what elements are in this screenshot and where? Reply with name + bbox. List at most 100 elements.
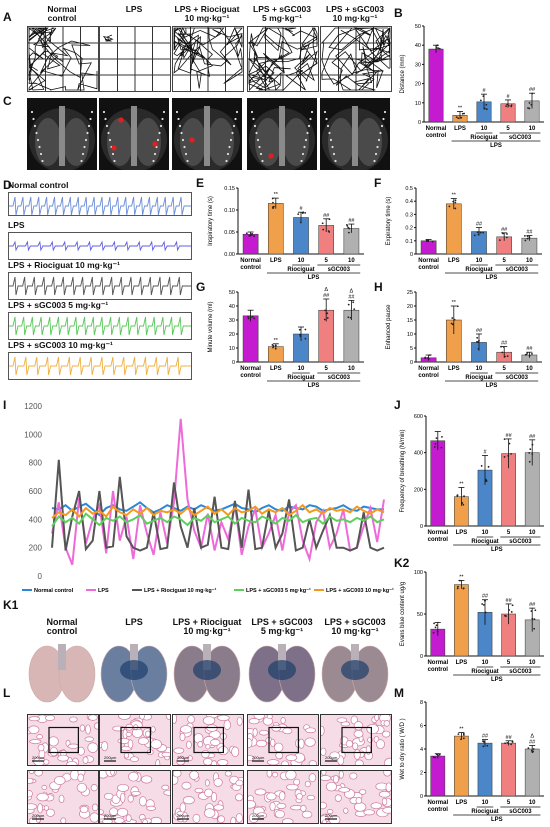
x-tick-label: LPS	[448, 258, 460, 264]
trace-label: LPS + sGC003 5 mg·kg⁻¹	[8, 300, 109, 310]
data-point	[506, 741, 509, 744]
significance-mark: **	[274, 338, 279, 344]
alveolus	[93, 722, 98, 730]
right-lung	[135, 118, 161, 166]
alveolus	[79, 724, 86, 732]
rib-point	[105, 124, 109, 128]
histology-image: 200μm	[172, 714, 244, 766]
y-tick-label: 0	[420, 794, 423, 800]
data-point	[435, 624, 438, 627]
alveolus	[353, 802, 367, 812]
y-axis-label: Distance (mm)	[400, 54, 406, 93]
panel-label-b: B	[394, 6, 403, 20]
alveolus	[150, 726, 156, 733]
alveolus	[118, 715, 131, 720]
data-point	[325, 312, 328, 315]
data-point	[531, 751, 534, 754]
y-tick-label: 0	[420, 654, 423, 660]
data-point	[531, 353, 533, 355]
alveolus	[254, 788, 267, 796]
alveolus	[338, 787, 351, 793]
x-tick-label: 5	[507, 800, 511, 806]
significance-mark: **	[459, 727, 464, 733]
x-tick-label: 10	[476, 258, 483, 264]
trachea	[203, 644, 211, 670]
data-point	[527, 107, 529, 109]
group-label-sgc003: sGC003	[328, 375, 351, 381]
y-tick-label: 30	[415, 62, 421, 68]
y-tick-label: 0	[232, 360, 235, 366]
alveolus	[163, 789, 170, 796]
y-axis-label: Expiratory time (s)	[386, 197, 392, 246]
histology-svg: 200μm	[173, 715, 243, 765]
data-point	[322, 228, 325, 231]
trachea	[351, 644, 359, 670]
data-point	[485, 480, 488, 482]
rib-point	[332, 152, 336, 156]
alveolus	[203, 808, 216, 818]
data-point	[531, 617, 534, 620]
significance-mark: #	[506, 94, 510, 100]
data-point	[482, 740, 484, 743]
alveolus	[366, 723, 379, 735]
rib-point	[181, 138, 185, 142]
open-field-svg	[100, 27, 170, 91]
rib-point	[304, 138, 308, 142]
data-point	[506, 355, 509, 358]
scale-bar-label: 200μm	[252, 813, 265, 818]
title-line-1: LPS + sGC003	[324, 617, 386, 627]
rib-point	[382, 117, 385, 121]
data-point	[482, 745, 485, 748]
bar	[420, 240, 437, 255]
histology-svg: 200μm	[28, 715, 98, 765]
histology-image: 200μm	[27, 770, 99, 824]
group-label-riociguat: Riociguat	[471, 669, 498, 675]
y-tick-label: 50	[229, 290, 235, 296]
significance-mark: **	[459, 482, 464, 488]
data-point	[459, 579, 461, 582]
y-tick-label: 100	[414, 570, 423, 576]
alveolus	[321, 775, 332, 781]
x-tick-label: LPS	[456, 800, 468, 806]
data-point	[473, 234, 476, 237]
data-point	[304, 211, 307, 214]
bar	[524, 748, 540, 797]
rib-point	[252, 117, 255, 121]
alveolus	[282, 727, 293, 735]
panel-label-j: J	[394, 398, 401, 412]
significance-mark: **	[452, 300, 457, 306]
data-point	[457, 733, 460, 736]
y-tick-label: 200	[29, 544, 43, 553]
data-point	[476, 231, 479, 234]
alveolus	[300, 804, 307, 812]
data-point	[272, 201, 274, 204]
histology-image: 200μm	[320, 714, 392, 766]
alveolus	[205, 743, 211, 750]
significance-mark: ##	[529, 87, 536, 93]
alveolus	[353, 749, 361, 760]
panel-a-group-title: LPS + sGC003 5 mg·kg⁻¹	[245, 5, 319, 23]
group-label-riociguat: Riociguat	[465, 267, 492, 273]
panel-a-group-title: LPS + sGC003 10 mg·kg⁻¹	[318, 5, 392, 23]
title-line-2: 5 mg·kg⁻¹	[262, 13, 302, 23]
alveolus	[41, 784, 48, 790]
histology-image: 200μm	[99, 770, 171, 824]
histology-image: 200μm	[247, 770, 319, 824]
group-label-lps: LPS	[491, 547, 503, 553]
alveolus	[256, 812, 268, 819]
rib-point	[306, 131, 309, 135]
panel-e-inspiratory-time-chart: 0.00 0.05 0.10 0.15 Inspiratory time (s) Norm…	[208, 186, 364, 281]
title-line-2: control	[46, 626, 78, 636]
data-point	[477, 233, 480, 236]
alveolus	[376, 739, 385, 750]
alveolus	[280, 760, 290, 765]
trace-box	[8, 192, 192, 216]
alveolus	[67, 743, 80, 749]
left-lung	[35, 118, 61, 166]
alveolus	[217, 759, 229, 765]
rib-point	[226, 152, 230, 156]
ct-svg	[101, 106, 167, 170]
panel-a-group-title: Normal control	[25, 5, 99, 23]
group-label-lps: LPS	[491, 677, 503, 683]
panel-label-h: H	[374, 280, 383, 294]
